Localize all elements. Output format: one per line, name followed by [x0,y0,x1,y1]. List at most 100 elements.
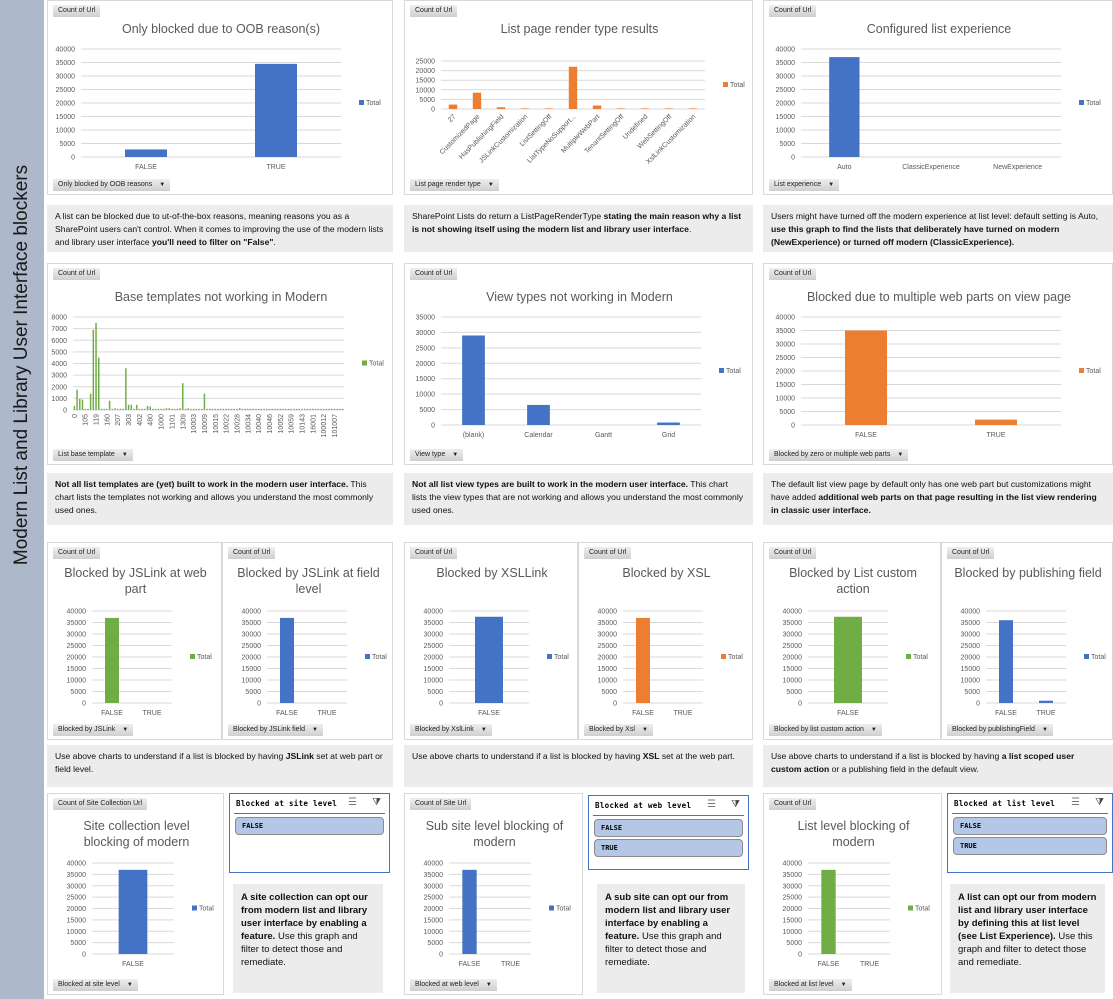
axis-field-button[interactable]: Blocked at site level ▼ [53,979,138,991]
bar[interactable] [462,335,485,425]
bar[interactable] [157,408,160,410]
bar[interactable] [520,108,530,109]
axis-field-button[interactable]: Blocked by JSLink ▼ [53,724,134,736]
value-field-button[interactable]: Count of Url [228,547,276,559]
value-field-button[interactable]: Count of Url [410,268,458,280]
bar[interactable] [119,408,122,410]
bar[interactable] [268,408,271,410]
bar[interactable] [282,408,284,410]
bar[interactable] [79,398,81,410]
bar[interactable] [214,408,217,410]
bar[interactable] [127,404,130,410]
bar[interactable] [144,408,146,410]
bar[interactable] [89,393,92,410]
bar[interactable] [592,105,602,109]
bar[interactable] [249,408,252,410]
bar[interactable] [171,408,173,410]
bar[interactable] [122,408,124,410]
pivot-chart[interactable]: Count of Url Base templates not working i… [47,263,393,465]
bar[interactable] [190,408,192,410]
bar[interactable] [173,408,176,410]
bar[interactable] [821,869,836,954]
bar[interactable] [106,408,108,410]
pivot-chart[interactable]: Count of Url Blocked by List custom actio… [763,542,941,740]
bar[interactable] [287,408,290,410]
bar[interactable] [168,408,170,410]
bar[interactable] [527,404,550,425]
bar[interactable] [219,408,222,410]
value-field-button[interactable]: Count of Url [53,547,101,559]
bar[interactable] [341,408,344,410]
pivot-chart[interactable]: Count of Url List level blocking of moder… [763,793,942,995]
bar[interactable] [125,149,167,157]
bar[interactable] [271,408,273,410]
pivot-chart[interactable]: Count of Url List page render type result… [404,0,753,195]
axis-field-button[interactable]: Blocked by zero or multiple web parts ▼ [769,449,909,461]
bar[interactable] [314,408,317,410]
bar[interactable] [84,408,86,410]
axis-field-button[interactable]: Only blocked by OOB reasons ▼ [53,179,171,191]
bar[interactable] [192,408,195,410]
bar[interactable] [108,400,111,410]
axis-field-button[interactable]: Blocked by publishingField ▼ [947,724,1053,736]
bar[interactable] [81,399,84,410]
bar[interactable] [244,408,246,410]
value-field-button[interactable]: Count of Url [769,798,817,810]
bar[interactable] [293,408,295,410]
bar[interactable] [182,383,184,410]
bar[interactable] [209,408,211,410]
pivot-chart[interactable]: Count of Url Blocked by XSLLink 0 5000 10000… [404,542,578,740]
slicer-item[interactable]: TRUE [953,837,1107,855]
bar[interactable] [325,408,328,410]
bar[interactable] [200,408,203,410]
axis-field-button[interactable]: List experience ▼ [769,179,840,191]
bar[interactable] [834,616,862,703]
axis-field-button[interactable]: Blocked by list custom action ▼ [769,724,882,736]
bar[interactable] [73,405,76,410]
bar[interactable] [279,408,282,410]
bar[interactable] [130,404,133,410]
bar[interactable] [333,408,336,410]
value-field-button[interactable]: Count of Url [769,268,817,280]
slicer[interactable]: Blocked at web level ☰ ⧩ FALSE TRUE [588,795,749,870]
bar[interactable] [146,405,149,410]
bar[interactable] [247,408,249,410]
bar[interactable] [87,408,89,410]
bar[interactable] [133,408,135,410]
bar[interactable] [462,869,477,954]
bar[interactable] [176,408,179,410]
bar[interactable] [475,616,503,703]
bar[interactable] [290,408,292,410]
value-field-button[interactable]: Count of Url [410,547,458,559]
multi-select-icon[interactable]: ☰ [348,797,357,808]
bar[interactable] [105,617,119,703]
bar[interactable] [274,408,276,410]
pivot-chart[interactable]: Count of Url Only blocked due to OOB reas… [47,0,393,195]
bar[interactable] [260,408,263,410]
axis-field-button[interactable]: List base template ▼ [53,449,133,461]
bar[interactable] [230,408,233,410]
bar[interactable] [276,408,279,410]
bar[interactable] [222,408,225,410]
slicer-item[interactable]: FALSE [953,817,1107,835]
bar[interactable] [125,368,127,410]
value-field-button[interactable]: Count of Site Collection Url [53,798,148,810]
bar[interactable] [163,408,165,410]
bar[interactable] [303,408,306,410]
bar[interactable] [217,408,219,410]
bar[interactable] [187,408,189,410]
pivot-chart[interactable]: Count of Url Blocked by XSL 0 5000 10000 1500… [578,542,753,740]
bar[interactable] [829,57,860,157]
axis-field-button[interactable]: Blocked at list level ▼ [769,979,852,991]
bar[interactable] [225,408,227,410]
clear-filter-icon[interactable]: ⧩ [731,799,740,810]
bar[interactable] [203,393,206,410]
bar[interactable] [280,617,294,703]
axis-field-button[interactable]: Blocked by JSLink field ▼ [228,724,323,736]
bar[interactable] [135,404,138,410]
bar[interactable] [309,408,311,410]
bar[interactable] [284,408,287,410]
bar[interactable] [263,408,265,410]
pivot-chart[interactable]: Count of Url Configured list experience 0 5… [763,0,1113,195]
pivot-chart[interactable]: Count of Url Blocked by JSLink at web par… [47,542,222,740]
